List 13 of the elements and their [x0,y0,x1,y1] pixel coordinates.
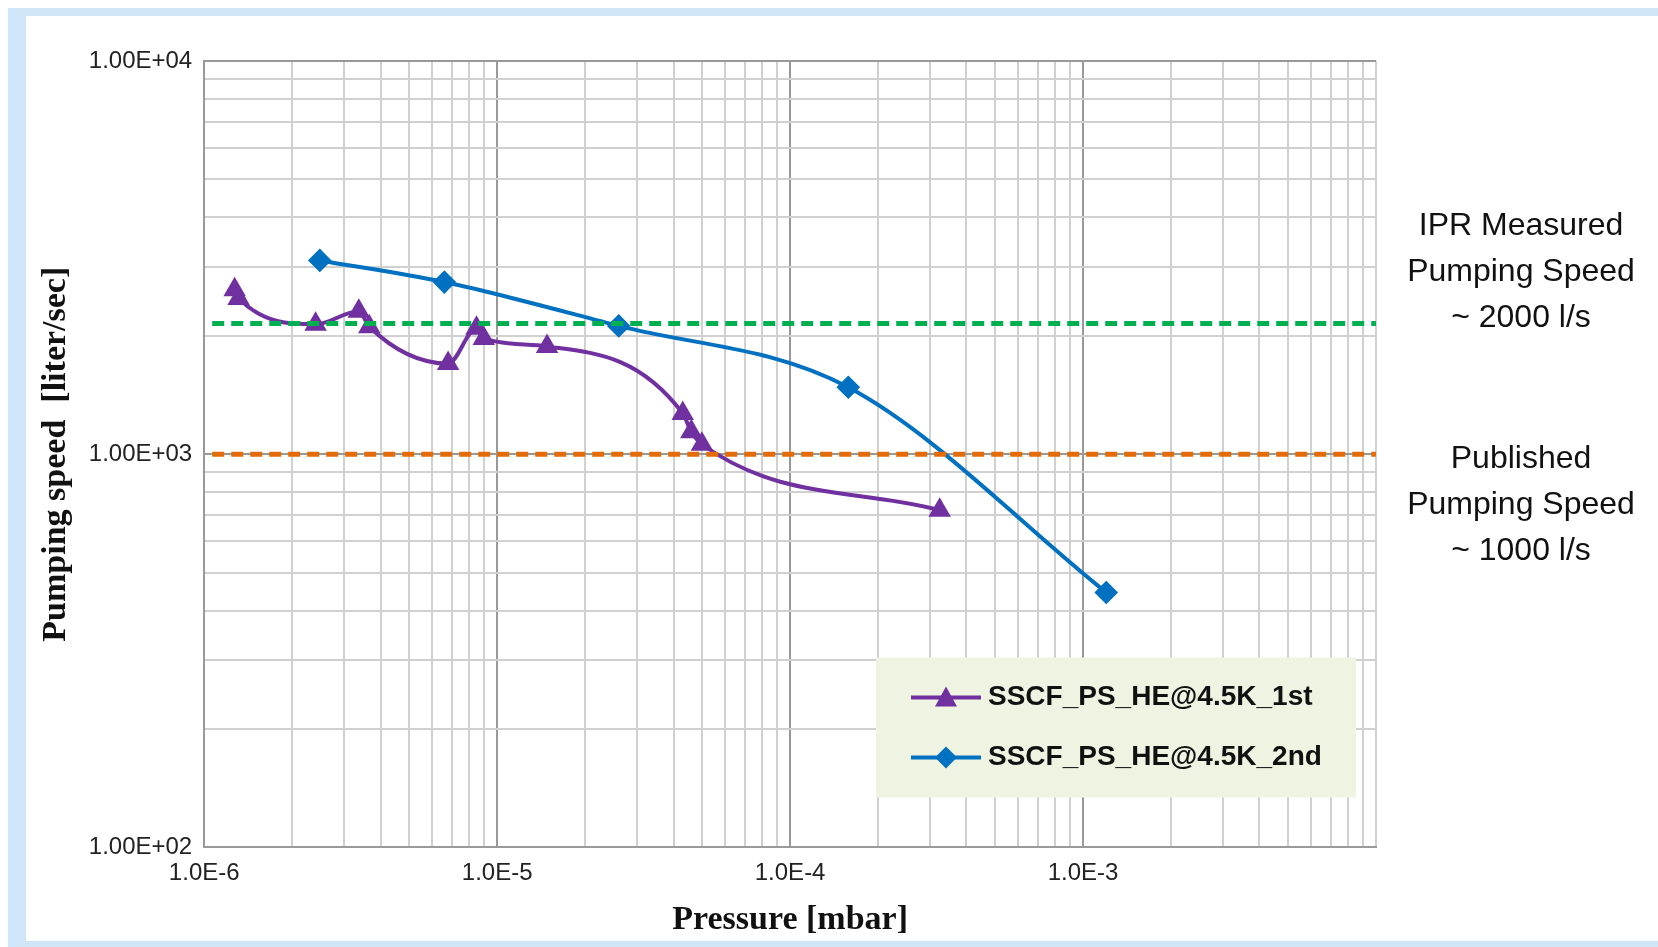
ref-line-label: Published Pumping Speed ~ 1000 l/s [1407,439,1635,568]
x-tick-label: 1.0E-5 [461,858,533,886]
x-tick-label: 1.0E-6 [168,858,240,886]
ref-line-label: IPR Measured Pumping Speed ~ 2000 l/s [1407,206,1635,335]
legend-label: SSCF_PS_HE@4.5K_1st [988,680,1313,712]
x-tick-label: 1.0E-4 [754,858,826,886]
x-axis-title: Pressure [mbar] [672,899,908,937]
y-tick-label: 1.00E+04 [88,45,193,73]
y-tick-label: 1.00E+02 [88,832,193,860]
y-tick-label: 1.00E+03 [88,438,193,466]
x-tick-label: 1.0E-3 [1047,858,1119,886]
y-axis-title: Pumping speed [liter/sec] [35,266,73,642]
legend-label: SSCF_PS_HE@4.5K_2nd [988,740,1322,772]
